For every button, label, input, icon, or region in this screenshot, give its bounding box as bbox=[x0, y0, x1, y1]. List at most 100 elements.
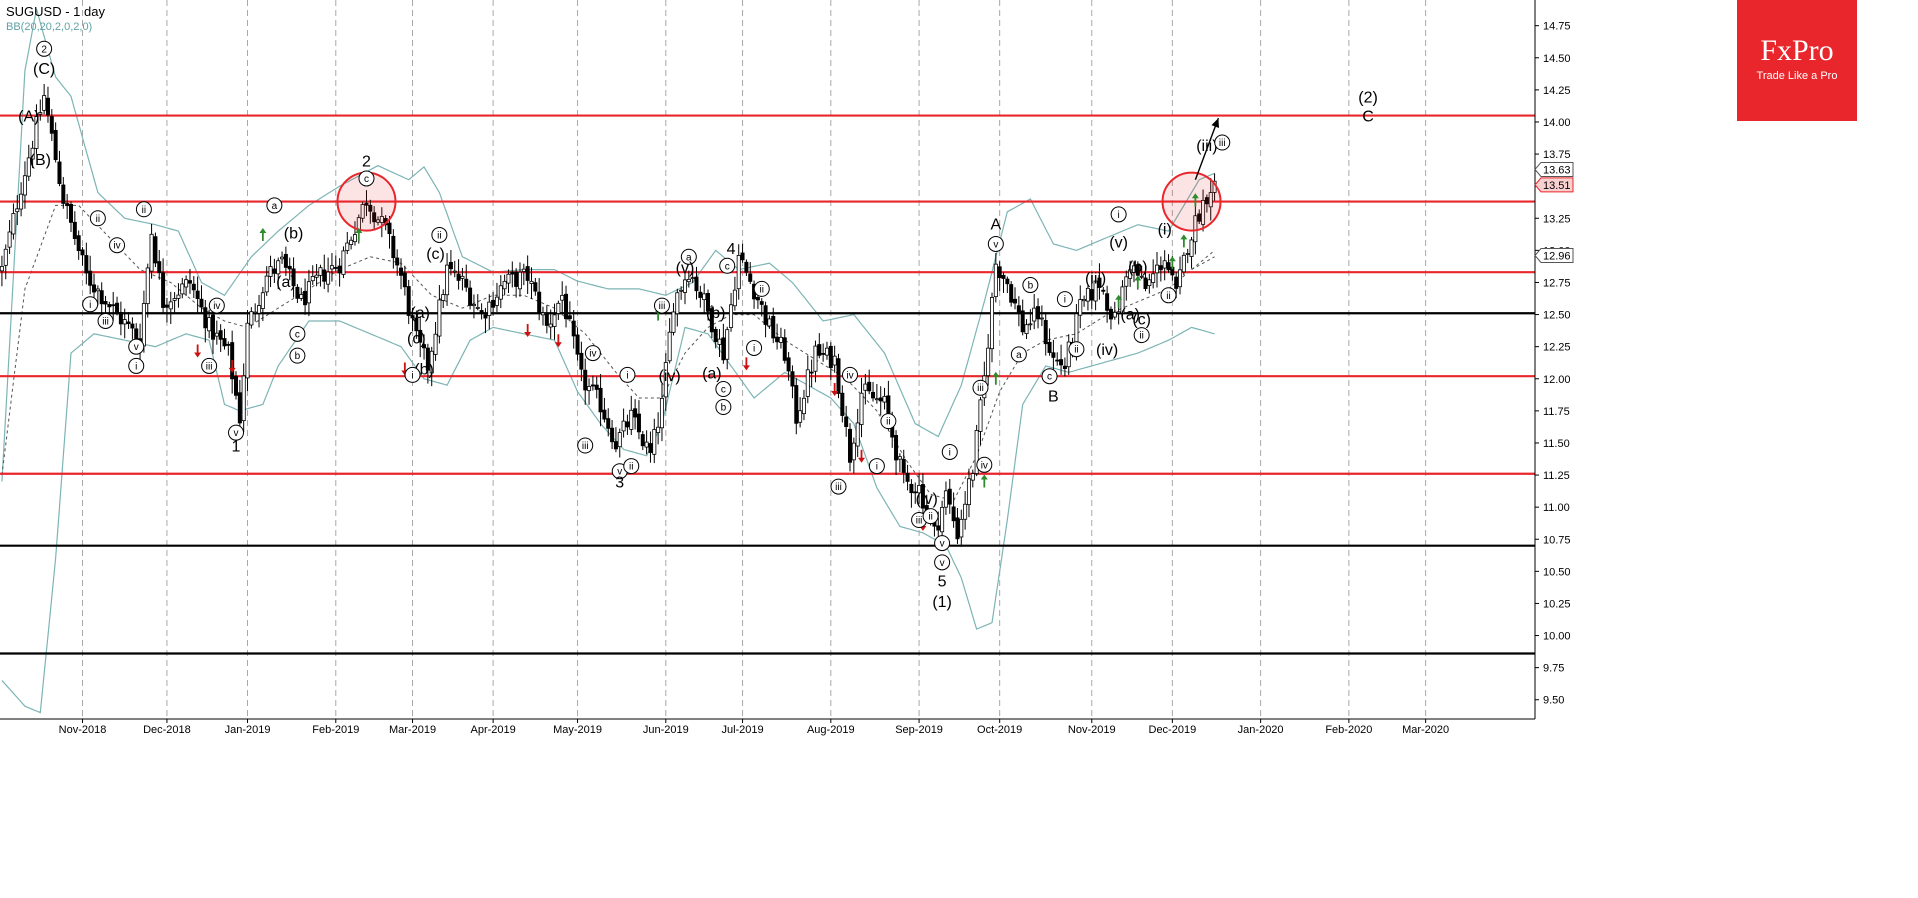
candle-body bbox=[1005, 278, 1010, 285]
candle-body bbox=[406, 286, 411, 316]
candle-body bbox=[560, 294, 565, 301]
candle-body bbox=[1135, 264, 1140, 276]
candle-body bbox=[821, 353, 826, 355]
candle-body bbox=[379, 216, 384, 223]
candle-body bbox=[1197, 213, 1202, 222]
candle-body bbox=[544, 312, 549, 326]
wave-label-ring bbox=[228, 424, 245, 441]
candle-body bbox=[372, 212, 377, 223]
y-tick-label: 10.50 bbox=[1543, 566, 1571, 578]
candle-body bbox=[322, 269, 327, 282]
candle-body bbox=[963, 503, 968, 520]
price-tag-box bbox=[1534, 161, 1574, 177]
wave-label: (v) bbox=[1109, 234, 1128, 251]
wave-label-ring bbox=[431, 226, 448, 243]
candle-body bbox=[636, 413, 641, 433]
candle-body bbox=[602, 409, 607, 420]
candle-body bbox=[257, 305, 262, 314]
candle-body bbox=[1143, 277, 1148, 289]
wave-label-ring bbox=[1068, 341, 1085, 358]
candle-body bbox=[989, 297, 994, 350]
y-tick-label: 13.25 bbox=[1543, 213, 1571, 225]
wave-label: ii bbox=[142, 205, 146, 216]
candle-body bbox=[441, 294, 446, 301]
wave-label: (a) bbox=[410, 305, 430, 322]
candle-body bbox=[153, 236, 158, 264]
candle-body bbox=[1185, 253, 1190, 255]
candle-body bbox=[755, 296, 760, 301]
wave-label: 3 bbox=[615, 474, 624, 491]
candle-body bbox=[629, 409, 634, 430]
wave-label-ring bbox=[653, 297, 670, 314]
x-tick-label: Jul-2019 bbox=[721, 724, 763, 736]
wave-label-ring bbox=[680, 248, 697, 265]
wave-label: (a) bbox=[702, 365, 722, 382]
candle-body bbox=[103, 301, 108, 305]
candle-body bbox=[448, 261, 453, 270]
wave-label: iii bbox=[1219, 138, 1226, 149]
candle-body bbox=[713, 328, 718, 343]
x-tick-label: Feb-2020 bbox=[1325, 724, 1372, 736]
y-tick-label: 14.50 bbox=[1543, 53, 1571, 65]
y-tick-label: 11.75 bbox=[1543, 406, 1570, 418]
candle-body bbox=[855, 422, 860, 447]
candle-body bbox=[759, 301, 764, 305]
signal-down-arrowhead bbox=[524, 331, 532, 337]
y-tick-label: 14.25 bbox=[1543, 85, 1571, 97]
fxpro-logo: FxPro Trade Like a Pro bbox=[1737, 0, 1857, 121]
candle-body bbox=[871, 391, 876, 399]
wave-label: b bbox=[1028, 281, 1034, 292]
candle-body bbox=[1093, 280, 1098, 302]
candle-body bbox=[698, 291, 703, 298]
candle-body bbox=[22, 175, 27, 196]
y-tick-label: 13.75 bbox=[1543, 149, 1571, 161]
candle-body bbox=[57, 161, 62, 184]
candle-body bbox=[218, 330, 223, 340]
signal-up-arrowhead bbox=[1134, 275, 1142, 281]
candle-body bbox=[1055, 359, 1060, 362]
candle-body bbox=[1124, 276, 1129, 287]
horizontal-levels-layer bbox=[0, 114, 1535, 655]
candle-body bbox=[786, 357, 791, 372]
candle-body bbox=[525, 266, 530, 281]
wave-label: c bbox=[1047, 372, 1052, 383]
wave-label-ring bbox=[1133, 327, 1150, 344]
candle-body bbox=[287, 265, 292, 270]
y-tick-label: 14.75 bbox=[1543, 21, 1571, 33]
candle-body bbox=[1020, 310, 1025, 333]
wave-label-ring bbox=[753, 280, 770, 297]
price-tag-box bbox=[1534, 248, 1574, 264]
wave-label: (iii) bbox=[1196, 138, 1217, 155]
wave-label: 4 bbox=[727, 241, 736, 258]
candle-body bbox=[809, 371, 814, 374]
wave-label: c bbox=[721, 385, 726, 396]
candle-body bbox=[659, 397, 664, 429]
signal-down-arrowhead bbox=[228, 367, 236, 373]
wave-label: a bbox=[272, 201, 278, 212]
wave-label: ii bbox=[886, 417, 890, 428]
candle-body bbox=[475, 307, 480, 309]
candle-body bbox=[679, 289, 684, 292]
candle-body bbox=[993, 263, 998, 298]
signal-up-arrowhead bbox=[1191, 193, 1199, 199]
candle-body bbox=[445, 264, 450, 296]
candle-body bbox=[794, 385, 799, 424]
wave-label-ring bbox=[746, 339, 763, 356]
wave-label: ii bbox=[1139, 331, 1143, 342]
grid-layer bbox=[82, 0, 1427, 719]
candle-body bbox=[1208, 192, 1213, 208]
y-tick-label: 12.50 bbox=[1543, 310, 1571, 322]
wave-label-ring bbox=[934, 554, 951, 571]
candle-body bbox=[625, 421, 630, 428]
candle-body bbox=[564, 293, 569, 320]
candle-body bbox=[1147, 279, 1152, 286]
wave-label-ring bbox=[1214, 134, 1231, 151]
candle-body bbox=[414, 317, 419, 332]
candle-body bbox=[141, 303, 146, 347]
candle-body bbox=[1024, 324, 1029, 334]
wave-label-ring bbox=[358, 170, 375, 187]
wave-label: (c) bbox=[426, 246, 445, 263]
y-tick-label: 9.50 bbox=[1543, 695, 1564, 707]
wave-label: i bbox=[135, 361, 137, 372]
